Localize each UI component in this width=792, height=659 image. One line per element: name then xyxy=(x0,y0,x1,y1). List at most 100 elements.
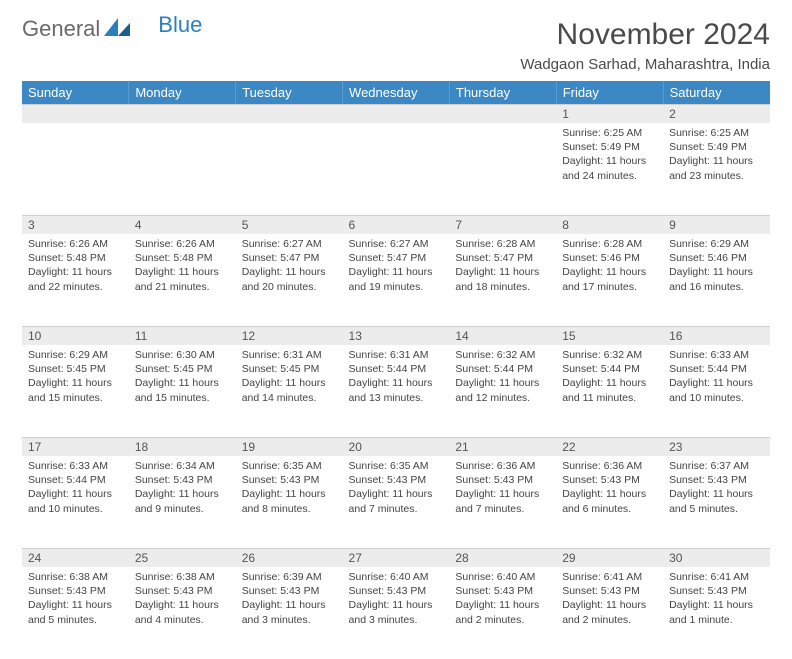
sunrise-text: Sunrise: 6:37 AM xyxy=(669,459,764,473)
sunrise-text: Sunrise: 6:29 AM xyxy=(669,237,764,251)
sunset-text: Sunset: 5:48 PM xyxy=(28,251,123,265)
day-details: Sunrise: 6:25 AMSunset: 5:49 PMDaylight:… xyxy=(556,123,663,189)
day-cell: Sunrise: 6:26 AMSunset: 5:48 PMDaylight:… xyxy=(129,234,236,326)
daylight-text: Daylight: 11 hours xyxy=(242,598,337,612)
sunset-text: Sunset: 5:43 PM xyxy=(455,473,550,487)
day-number-cell xyxy=(236,104,343,123)
day-details: Sunrise: 6:31 AMSunset: 5:44 PMDaylight:… xyxy=(343,345,450,411)
daylight-text: and 2 minutes. xyxy=(455,613,550,627)
sunrise-text: Sunrise: 6:35 AM xyxy=(242,459,337,473)
day-cell: Sunrise: 6:35 AMSunset: 5:43 PMDaylight:… xyxy=(343,456,450,548)
day-content-row: Sunrise: 6:25 AMSunset: 5:49 PMDaylight:… xyxy=(22,123,770,215)
daylight-text: and 15 minutes. xyxy=(28,391,123,405)
day-number-cell: 7 xyxy=(449,215,556,234)
sunset-text: Sunset: 5:43 PM xyxy=(562,584,657,598)
title-block: November 2024 Wadgaon Sarhad, Maharashtr… xyxy=(520,18,770,73)
daylight-text: and 13 minutes. xyxy=(349,391,444,405)
day-cell: Sunrise: 6:31 AMSunset: 5:45 PMDaylight:… xyxy=(236,345,343,437)
day-cell: Sunrise: 6:28 AMSunset: 5:46 PMDaylight:… xyxy=(556,234,663,326)
daylight-text: and 15 minutes. xyxy=(135,391,230,405)
sunset-text: Sunset: 5:44 PM xyxy=(349,362,444,376)
sunset-text: Sunset: 5:46 PM xyxy=(562,251,657,265)
sunrise-text: Sunrise: 6:25 AM xyxy=(669,126,764,140)
brand-logo: General Blue xyxy=(22,18,202,40)
day-cell: Sunrise: 6:32 AMSunset: 5:44 PMDaylight:… xyxy=(449,345,556,437)
day-cell: Sunrise: 6:25 AMSunset: 5:49 PMDaylight:… xyxy=(663,123,770,215)
day-number: 4 xyxy=(129,215,236,234)
day-number: 26 xyxy=(236,548,343,567)
sunset-text: Sunset: 5:43 PM xyxy=(135,584,230,598)
sunrise-text: Sunrise: 6:26 AM xyxy=(28,237,123,251)
sunset-text: Sunset: 5:49 PM xyxy=(669,140,764,154)
daylight-text: Daylight: 11 hours xyxy=(455,487,550,501)
daylight-text: and 20 minutes. xyxy=(242,280,337,294)
day-details: Sunrise: 6:29 AMSunset: 5:45 PMDaylight:… xyxy=(22,345,129,411)
day-cell: Sunrise: 6:38 AMSunset: 5:43 PMDaylight:… xyxy=(129,567,236,659)
daylight-text: Daylight: 11 hours xyxy=(135,487,230,501)
daylight-text: Daylight: 11 hours xyxy=(455,598,550,612)
day-number-cell: 19 xyxy=(236,437,343,456)
daylight-text: and 10 minutes. xyxy=(669,391,764,405)
day-details: Sunrise: 6:41 AMSunset: 5:43 PMDaylight:… xyxy=(663,567,770,633)
sunrise-text: Sunrise: 6:30 AM xyxy=(135,348,230,362)
day-number xyxy=(449,104,556,123)
day-details: Sunrise: 6:25 AMSunset: 5:49 PMDaylight:… xyxy=(663,123,770,189)
day-cell: Sunrise: 6:25 AMSunset: 5:49 PMDaylight:… xyxy=(556,123,663,215)
day-number-cell: 24 xyxy=(22,548,129,567)
calendar-body: 12Sunrise: 6:25 AMSunset: 5:49 PMDayligh… xyxy=(22,104,770,659)
day-number: 21 xyxy=(449,437,556,456)
sunrise-text: Sunrise: 6:40 AM xyxy=(455,570,550,584)
daylight-text: and 6 minutes. xyxy=(562,502,657,516)
day-number: 6 xyxy=(343,215,450,234)
day-details: Sunrise: 6:34 AMSunset: 5:43 PMDaylight:… xyxy=(129,456,236,522)
daylight-text: Daylight: 11 hours xyxy=(349,376,444,390)
daylight-text: and 1 minute. xyxy=(669,613,764,627)
daylight-text: Daylight: 11 hours xyxy=(455,265,550,279)
day-details: Sunrise: 6:38 AMSunset: 5:43 PMDaylight:… xyxy=(22,567,129,633)
day-number-cell: 9 xyxy=(663,215,770,234)
sunrise-text: Sunrise: 6:32 AM xyxy=(562,348,657,362)
day-number: 24 xyxy=(22,548,129,567)
day-number-row: 17181920212223 xyxy=(22,437,770,456)
sunrise-text: Sunrise: 6:25 AM xyxy=(562,126,657,140)
day-number xyxy=(129,104,236,123)
day-number-cell: 1 xyxy=(556,104,663,123)
daylight-text: and 5 minutes. xyxy=(669,502,764,516)
daylight-text: Daylight: 11 hours xyxy=(242,265,337,279)
sunset-text: Sunset: 5:47 PM xyxy=(455,251,550,265)
weekday-header-row: SundayMondayTuesdayWednesdayThursdayFrid… xyxy=(22,81,770,104)
day-number xyxy=(22,104,129,123)
day-details: Sunrise: 6:30 AMSunset: 5:45 PMDaylight:… xyxy=(129,345,236,411)
day-cell: Sunrise: 6:32 AMSunset: 5:44 PMDaylight:… xyxy=(556,345,663,437)
sunset-text: Sunset: 5:44 PM xyxy=(28,473,123,487)
daylight-text: Daylight: 11 hours xyxy=(135,265,230,279)
day-number-cell xyxy=(129,104,236,123)
day-cell xyxy=(449,123,556,215)
day-details: Sunrise: 6:27 AMSunset: 5:47 PMDaylight:… xyxy=(343,234,450,300)
sunset-text: Sunset: 5:44 PM xyxy=(669,362,764,376)
day-details: Sunrise: 6:39 AMSunset: 5:43 PMDaylight:… xyxy=(236,567,343,633)
daylight-text: Daylight: 11 hours xyxy=(669,265,764,279)
day-cell: Sunrise: 6:41 AMSunset: 5:43 PMDaylight:… xyxy=(663,567,770,659)
day-number-cell xyxy=(449,104,556,123)
sunrise-text: Sunrise: 6:41 AM xyxy=(562,570,657,584)
day-number: 18 xyxy=(129,437,236,456)
sunset-text: Sunset: 5:43 PM xyxy=(242,584,337,598)
daylight-text: Daylight: 11 hours xyxy=(669,598,764,612)
sunset-text: Sunset: 5:46 PM xyxy=(669,251,764,265)
day-number: 14 xyxy=(449,326,556,345)
sunset-text: Sunset: 5:43 PM xyxy=(349,473,444,487)
day-number: 7 xyxy=(449,215,556,234)
sunset-text: Sunset: 5:47 PM xyxy=(242,251,337,265)
sunrise-text: Sunrise: 6:33 AM xyxy=(669,348,764,362)
day-number-cell: 21 xyxy=(449,437,556,456)
day-cell: Sunrise: 6:27 AMSunset: 5:47 PMDaylight:… xyxy=(236,234,343,326)
calendar-table: SundayMondayTuesdayWednesdayThursdayFrid… xyxy=(22,81,770,659)
day-cell: Sunrise: 6:38 AMSunset: 5:43 PMDaylight:… xyxy=(22,567,129,659)
day-number-cell: 30 xyxy=(663,548,770,567)
daylight-text: Daylight: 11 hours xyxy=(135,598,230,612)
day-number-cell: 10 xyxy=(22,326,129,345)
day-details: Sunrise: 6:31 AMSunset: 5:45 PMDaylight:… xyxy=(236,345,343,411)
day-number: 5 xyxy=(236,215,343,234)
sunset-text: Sunset: 5:43 PM xyxy=(242,473,337,487)
